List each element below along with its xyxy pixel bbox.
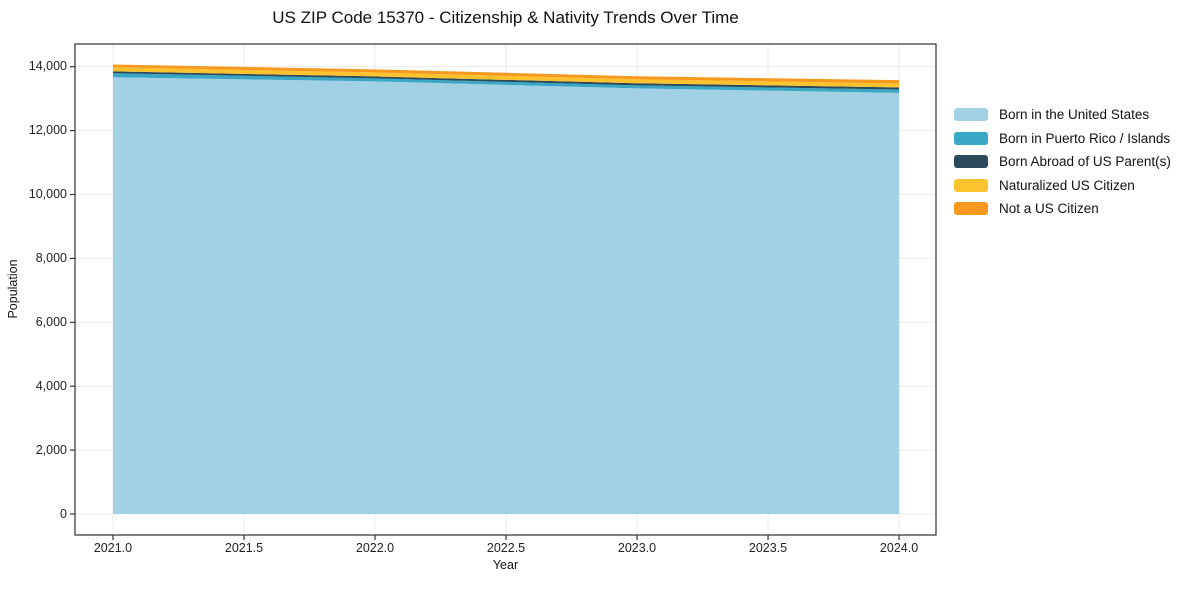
plot-border [74, 43, 937, 536]
x-tick-label: 2023.5 [748, 541, 788, 555]
area-born-in-puerto-rico-islands [112, 73, 900, 93]
x-axis-label: Year [492, 558, 519, 572]
legend-item-born-in-the-united-states: Born in the United States [954, 103, 1171, 127]
legend-label: Naturalized US Citizen [999, 177, 1135, 193]
y-tick-label: 2,000 [35, 442, 67, 457]
x-tick-label: 2024.0 [879, 541, 919, 555]
legend-item-naturalized-us-citizen: Naturalized US Citizen [954, 174, 1171, 198]
area-born-in-the-united-states [112, 77, 900, 515]
legend-swatch-icon [954, 108, 988, 122]
x-tick-label: 2022.0 [355, 541, 395, 555]
legend-swatch-icon [954, 155, 988, 169]
legend-item-born-abroad-of-us-parent-s: Born Abroad of US Parent(s) [954, 150, 1171, 174]
y-tick-label: 8,000 [35, 250, 67, 265]
legend-label: Born Abroad of US Parent(s) [999, 154, 1171, 170]
area-not-a-us-citizen [112, 64, 900, 84]
y-tick-label: 10,000 [28, 186, 67, 201]
legend-item-born-in-puerto-rico-islands: Born in Puerto Rico / Islands [954, 127, 1171, 151]
legend-swatch-icon [954, 178, 988, 192]
legend-label: Born in Puerto Rico / Islands [999, 130, 1171, 146]
x-tick-label: 2021.5 [224, 541, 264, 555]
area-naturalized-us-citizen [112, 67, 900, 88]
x-tick-label: 2022.5 [486, 541, 526, 555]
x-tick-label: 2021.0 [93, 541, 133, 555]
legend-label: Not a US Citizen [999, 201, 1099, 217]
y-tick-label: 0 [60, 506, 67, 521]
y-tick-label: 4,000 [35, 378, 67, 393]
y-tick-label: 12,000 [28, 123, 67, 138]
legend: Born in the United States Born in Puerto … [954, 103, 1171, 221]
chart-title: US ZIP Code 15370 - Citizenship & Nativi… [272, 8, 739, 27]
x-tick-label: 2023.0 [617, 541, 657, 555]
y-tick-label: 6,000 [35, 314, 67, 329]
legend-swatch-icon [954, 202, 988, 216]
y-tick-label: 14,000 [28, 59, 67, 74]
area-born-abroad-of-us-parent-s [112, 71, 900, 90]
legend-swatch-icon [954, 131, 988, 145]
legend-item-not-a-us-citizen: Not a US Citizen [954, 197, 1171, 221]
legend-label: Born in the United States [999, 107, 1150, 123]
